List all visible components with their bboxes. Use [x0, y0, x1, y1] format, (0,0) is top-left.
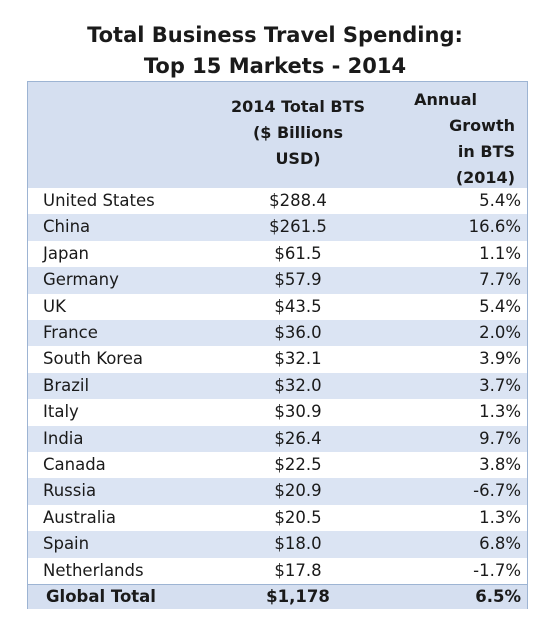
table-row: Japan $61.5 1.1% [28, 241, 527, 267]
table-title: Total Business Travel Spending: Top 15 M… [0, 20, 550, 82]
bts-cell: $261.5 [269, 217, 327, 237]
bts-cell: $22.5 [274, 455, 322, 474]
growth-cell: 3.8% [479, 455, 521, 474]
growth-cell: -6.7% [473, 481, 521, 501]
bts-cell: $32.1 [274, 349, 322, 369]
table-row: France $36.0 2.0% [28, 320, 527, 347]
table-header: 2014 Total BTS ($ Billions USD) Annual G… [28, 82, 527, 188]
country-cell: Spain [43, 534, 90, 554]
header-growth-line: Annual [414, 90, 477, 109]
growth-cell: 16.6% [468, 217, 521, 237]
growth-cell: 9.7% [479, 428, 521, 448]
growth-cell: 1.3% [479, 402, 521, 422]
growth-cell: 2.0% [479, 323, 521, 342]
header-bts-line: ($ Billions [252, 123, 344, 142]
table-row: China $261.5 16.6% [28, 214, 527, 241]
header-growth-line: (2014) [455, 168, 515, 187]
table-row: Australia $20.5 1.3% [28, 505, 527, 531]
country-cell: Canada [43, 455, 106, 474]
growth-cell: 6.8% [479, 534, 521, 554]
bts-cell: $30.9 [274, 402, 322, 422]
total-growth: 6.5% [475, 587, 521, 606]
table-row: India $26.4 9.7% [28, 425, 527, 452]
header-growth-line: in BTS [457, 142, 515, 161]
growth-cell: 1.1% [479, 243, 521, 263]
country-cell: Italy [43, 402, 79, 422]
title-line-2: Top 15 Markets - 2014 [143, 54, 407, 78]
country-cell: India [43, 428, 84, 448]
table-row: Germany $57.9 7.7% [28, 267, 527, 294]
bts-cell: $36.0 [274, 323, 322, 342]
table-row: United States $288.4 5.4% [28, 188, 527, 214]
table-row: Italy $30.9 1.3% [28, 399, 527, 425]
country-cell: Japan [43, 243, 90, 263]
country-cell: Australia [43, 507, 116, 527]
bts-cell: $26.4 [274, 428, 322, 448]
country-cell: Russia [43, 481, 97, 501]
country-cell: United States [43, 191, 155, 210]
bts-cell: $32.0 [274, 375, 322, 395]
growth-cell: 3.7% [479, 375, 521, 395]
bts-cell: $20.5 [274, 507, 322, 527]
table-row: Netherlands $17.8 -1.7% [28, 558, 527, 584]
bts-cell: $288.4 [269, 191, 327, 210]
country-cell: Germany [43, 270, 119, 290]
growth-cell: -1.7% [473, 560, 521, 580]
title-line-1: Total Business Travel Spending: [87, 23, 463, 47]
table-row: South Korea $32.1 3.9% [28, 346, 527, 372]
header-bts-line: USD) [275, 149, 321, 168]
table-row: Russia $20.9 -6.7% [28, 478, 527, 505]
growth-cell: 5.4% [479, 191, 521, 210]
country-cell: China [43, 217, 91, 237]
spending-table: 2014 Total BTS ($ Billions USD) Annual G… [27, 81, 528, 609]
bts-cell: $20.9 [274, 481, 322, 501]
growth-cell: 1.3% [479, 507, 521, 527]
bts-cell: $57.9 [274, 270, 322, 290]
table-row: Brazil $32.0 3.7% [28, 372, 527, 400]
country-cell: Netherlands [43, 560, 144, 580]
growth-cell: 5.4% [479, 296, 521, 316]
header-growth-line: Growth [449, 116, 515, 135]
table-row: UK $43.5 5.4% [28, 294, 527, 320]
total-label: Global Total [46, 587, 156, 606]
total-row: Global Total $1,178 6.5% [28, 584, 527, 609]
bts-cell: $43.5 [274, 296, 322, 316]
bts-cell: $17.8 [274, 560, 322, 580]
table-row: Canada $22.5 3.8% [28, 452, 527, 478]
header-growth: Annual Growth in BTS (2014) [398, 87, 525, 191]
country-cell: France [43, 323, 98, 342]
total-bts: $1,178 [266, 587, 330, 606]
growth-cell: 3.9% [479, 349, 521, 369]
country-cell: Brazil [43, 375, 90, 395]
country-cell: South Korea [43, 349, 143, 369]
country-cell: UK [43, 296, 66, 316]
bts-cell: $18.0 [274, 534, 322, 554]
header-bts: 2014 Total BTS ($ Billions USD) [203, 94, 393, 172]
growth-cell: 7.7% [479, 270, 521, 290]
table-row: Spain $18.0 6.8% [28, 531, 527, 558]
header-bts-line: 2014 Total BTS [230, 97, 365, 116]
bts-cell: $61.5 [274, 243, 322, 263]
